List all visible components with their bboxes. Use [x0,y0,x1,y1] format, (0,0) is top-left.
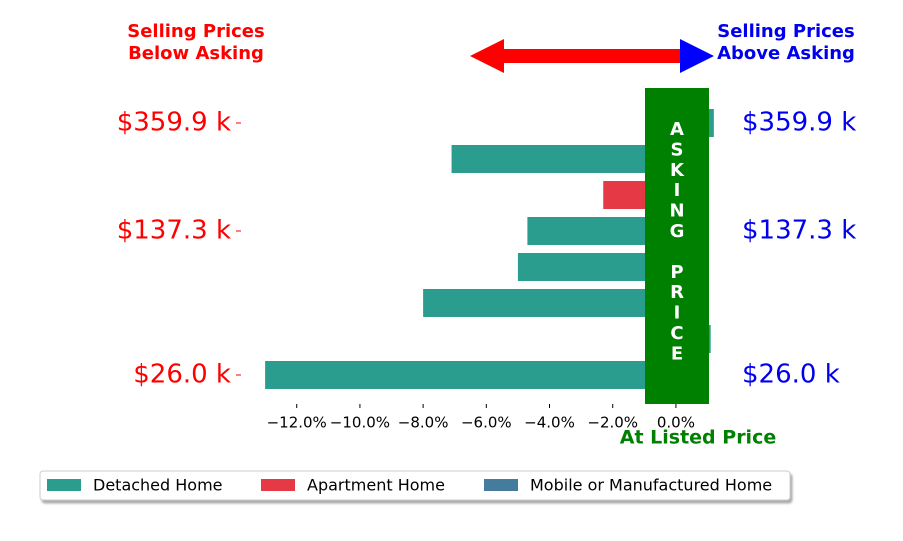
arrow [470,39,714,73]
asking-box [645,88,709,404]
x-tick-label: −12.0% [267,414,327,432]
y-tick-label: $137.3 k [117,216,231,246]
y2-tick-label: $137.3 k [742,216,856,246]
bar [451,145,676,173]
legend-label: Detached Home [93,476,223,495]
x-tick-label: −10.0% [330,414,390,432]
legend-swatch [261,479,295,491]
y2-tick-label: $359.9 k [742,108,856,138]
x-tick-label: 0.0% [657,414,695,432]
legend-label: Mobile or Manufactured Home [530,476,772,495]
annotation: At Listed Price [620,427,776,449]
annotation: Below Asking [128,43,264,64]
annotation: Selling Prices [127,21,264,42]
y-tick-label: $26.0 k [133,360,231,390]
annotation: Selling Prices [717,21,854,42]
annotation: Above Asking [717,43,855,64]
legend-label: Apartment Home [307,476,445,495]
y2-tick-label: $26.0 k [742,360,840,390]
bar [423,289,676,317]
y-tick-label: $359.9 k [117,108,231,138]
x-tick-label: −8.0% [398,414,449,432]
legend-box [39,470,791,501]
x-tick-label: −4.0% [524,414,575,432]
bar [265,361,676,389]
legend: Detached Home Apartment Home Mobile or Man… [39,470,791,501]
x-tick-label: −2.0% [587,414,638,432]
legend-swatch [484,479,518,491]
x-tick-label: −6.0% [461,414,512,432]
legend-swatch [47,479,81,491]
